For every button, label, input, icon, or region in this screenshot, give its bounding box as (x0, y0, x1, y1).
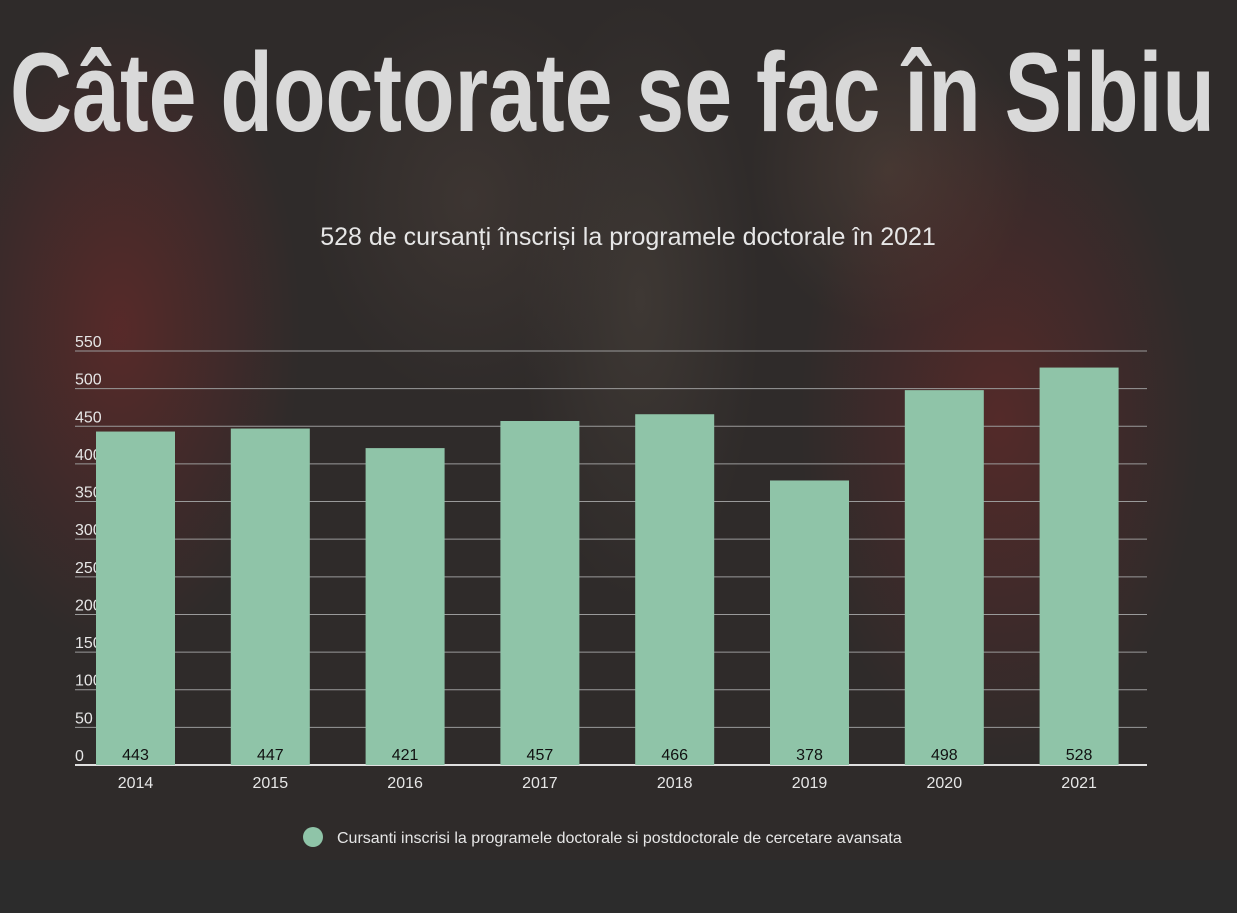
y-tick-label: 150 (75, 635, 102, 652)
y-tick-label: 50 (75, 710, 93, 727)
background-photo (0, 0, 1237, 860)
data-label: 378 (796, 747, 823, 764)
y-tick-label: 400 (75, 447, 102, 464)
bar-2021[interactable] (1039, 367, 1119, 765)
x-tick-label: 2016 (387, 775, 423, 792)
bar-2019[interactable] (770, 480, 849, 765)
data-label: 498 (931, 747, 958, 764)
data-label: 528 (1066, 747, 1093, 764)
bar-2020[interactable] (904, 390, 984, 765)
x-tick-label: 2014 (118, 775, 154, 792)
y-tick-label: 100 (75, 673, 102, 690)
data-label: 421 (392, 747, 419, 764)
x-tick-label: 2019 (792, 775, 828, 792)
data-label: 443 (122, 747, 149, 764)
x-tick-label: 2015 (253, 775, 289, 792)
data-label: 466 (661, 747, 688, 764)
page-title: Câte doctorate se fac în Sibiu (10, 30, 1215, 155)
chart-title: 528 de cursanți înscriși la programele d… (320, 223, 936, 251)
y-tick-label: 500 (75, 372, 102, 389)
y-tick-label: 0 (75, 748, 84, 765)
y-tick-label: 350 (75, 485, 102, 502)
data-label: 457 (527, 747, 554, 764)
x-tick-label: 2021 (1061, 775, 1097, 792)
bar-2017[interactable] (500, 421, 580, 765)
y-tick-label: 300 (75, 522, 102, 539)
y-tick-label: 550 (75, 334, 102, 351)
x-tick-label: 2017 (522, 775, 558, 792)
bottom-band (0, 860, 1237, 913)
legend-swatch (303, 827, 323, 847)
y-tick-label: 450 (75, 409, 102, 426)
data-label: 447 (257, 747, 284, 764)
bar-2014[interactable] (96, 431, 175, 765)
bar-2018[interactable] (635, 414, 715, 765)
y-tick-label: 200 (75, 597, 102, 614)
y-tick-label: 250 (75, 560, 102, 577)
x-tick-label: 2020 (927, 775, 963, 792)
x-tick-label: 2018 (657, 775, 693, 792)
bar-2015[interactable] (230, 428, 310, 765)
bar-2016[interactable] (365, 448, 445, 765)
legend-label[interactable]: Cursanti inscrisi la programele doctoral… (337, 830, 902, 847)
